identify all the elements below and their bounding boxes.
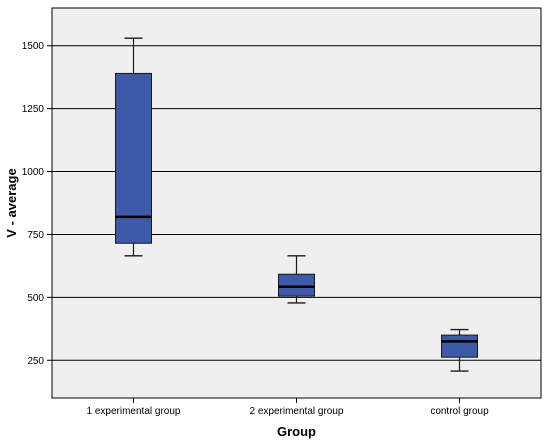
iqr-box bbox=[115, 72, 152, 244]
x-tick-label: 2 experimental group bbox=[250, 406, 344, 417]
y-tick-label: 250 bbox=[27, 356, 44, 367]
y-tick-label: 500 bbox=[27, 293, 44, 304]
x-axis-ticks: 1 experimental group 2 experimental group… bbox=[87, 398, 489, 417]
box-group bbox=[441, 328, 478, 372]
box-group bbox=[278, 255, 315, 304]
x-tick-label: 1 experimental group bbox=[87, 406, 181, 417]
y-tick-label: 750 bbox=[27, 230, 44, 241]
x-tick-label: control group bbox=[430, 406, 489, 417]
x-axis-title: Group bbox=[277, 424, 316, 439]
y-tick-label: 1250 bbox=[22, 104, 45, 115]
y-axis-ticks: 250 500 750 1000 1250 1500 bbox=[22, 41, 52, 367]
y-axis-title: V - average bbox=[4, 168, 19, 237]
boxes bbox=[115, 37, 478, 372]
y-tick-label: 1500 bbox=[22, 41, 45, 52]
iqr-box bbox=[278, 273, 315, 297]
iqr-box bbox=[441, 334, 478, 358]
y-tick-label: 1000 bbox=[22, 167, 45, 178]
box-group bbox=[115, 37, 152, 257]
plot-frame bbox=[51, 7, 542, 399]
